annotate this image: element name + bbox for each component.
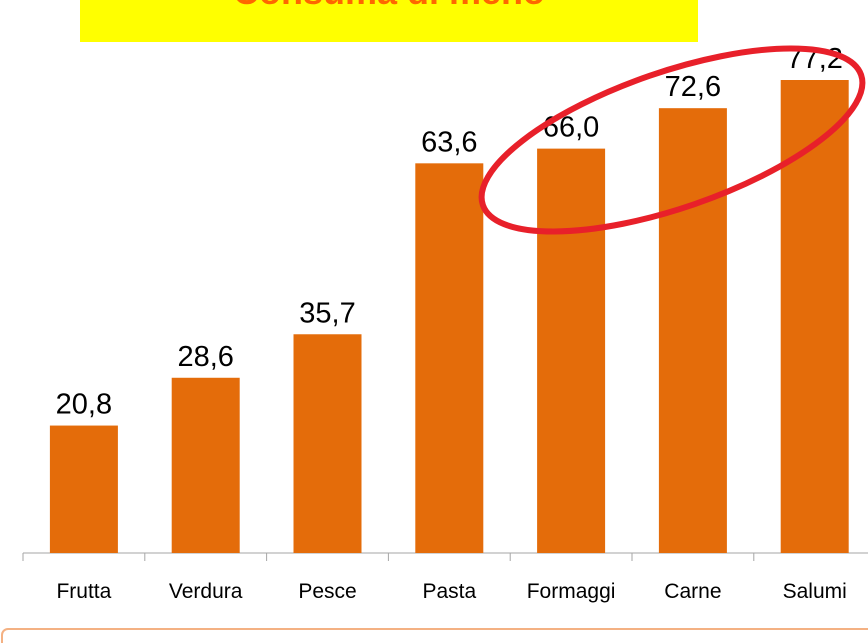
title-box bbox=[80, 0, 698, 42]
x-tick-label: Carne bbox=[664, 580, 721, 603]
marks: 20,8 Frutta 28,6 Verdura 35,7 Pesce 63,6 Pasta 6… bbox=[22, 43, 849, 603]
bar bbox=[415, 163, 484, 554]
bar bbox=[293, 334, 362, 553]
chart-title: Consuma di meno bbox=[233, 0, 545, 12]
bar bbox=[780, 80, 849, 553]
value-label: 20,8 bbox=[56, 389, 112, 421]
value-label: 28,6 bbox=[177, 341, 233, 373]
x-tick-label: Verdura bbox=[169, 580, 243, 603]
footer-box bbox=[1, 628, 868, 643]
bar bbox=[537, 148, 606, 553]
x-tick-label: Pesce bbox=[298, 580, 356, 603]
highlight-ellipse bbox=[478, 45, 866, 235]
value-label: 72,6 bbox=[665, 71, 721, 103]
x-tick-label: Pasta bbox=[422, 580, 476, 603]
value-label: 63,6 bbox=[421, 126, 477, 158]
value-label: 35,7 bbox=[299, 297, 355, 329]
x-tick-label: Frutta bbox=[56, 580, 111, 603]
value-label: 66,0 bbox=[543, 112, 599, 144]
bar bbox=[49, 425, 118, 553]
x-tick-label: Salumi bbox=[783, 580, 847, 603]
x-tick-label: Formaggi bbox=[527, 580, 616, 603]
bar bbox=[658, 108, 727, 554]
bar bbox=[171, 377, 240, 553]
